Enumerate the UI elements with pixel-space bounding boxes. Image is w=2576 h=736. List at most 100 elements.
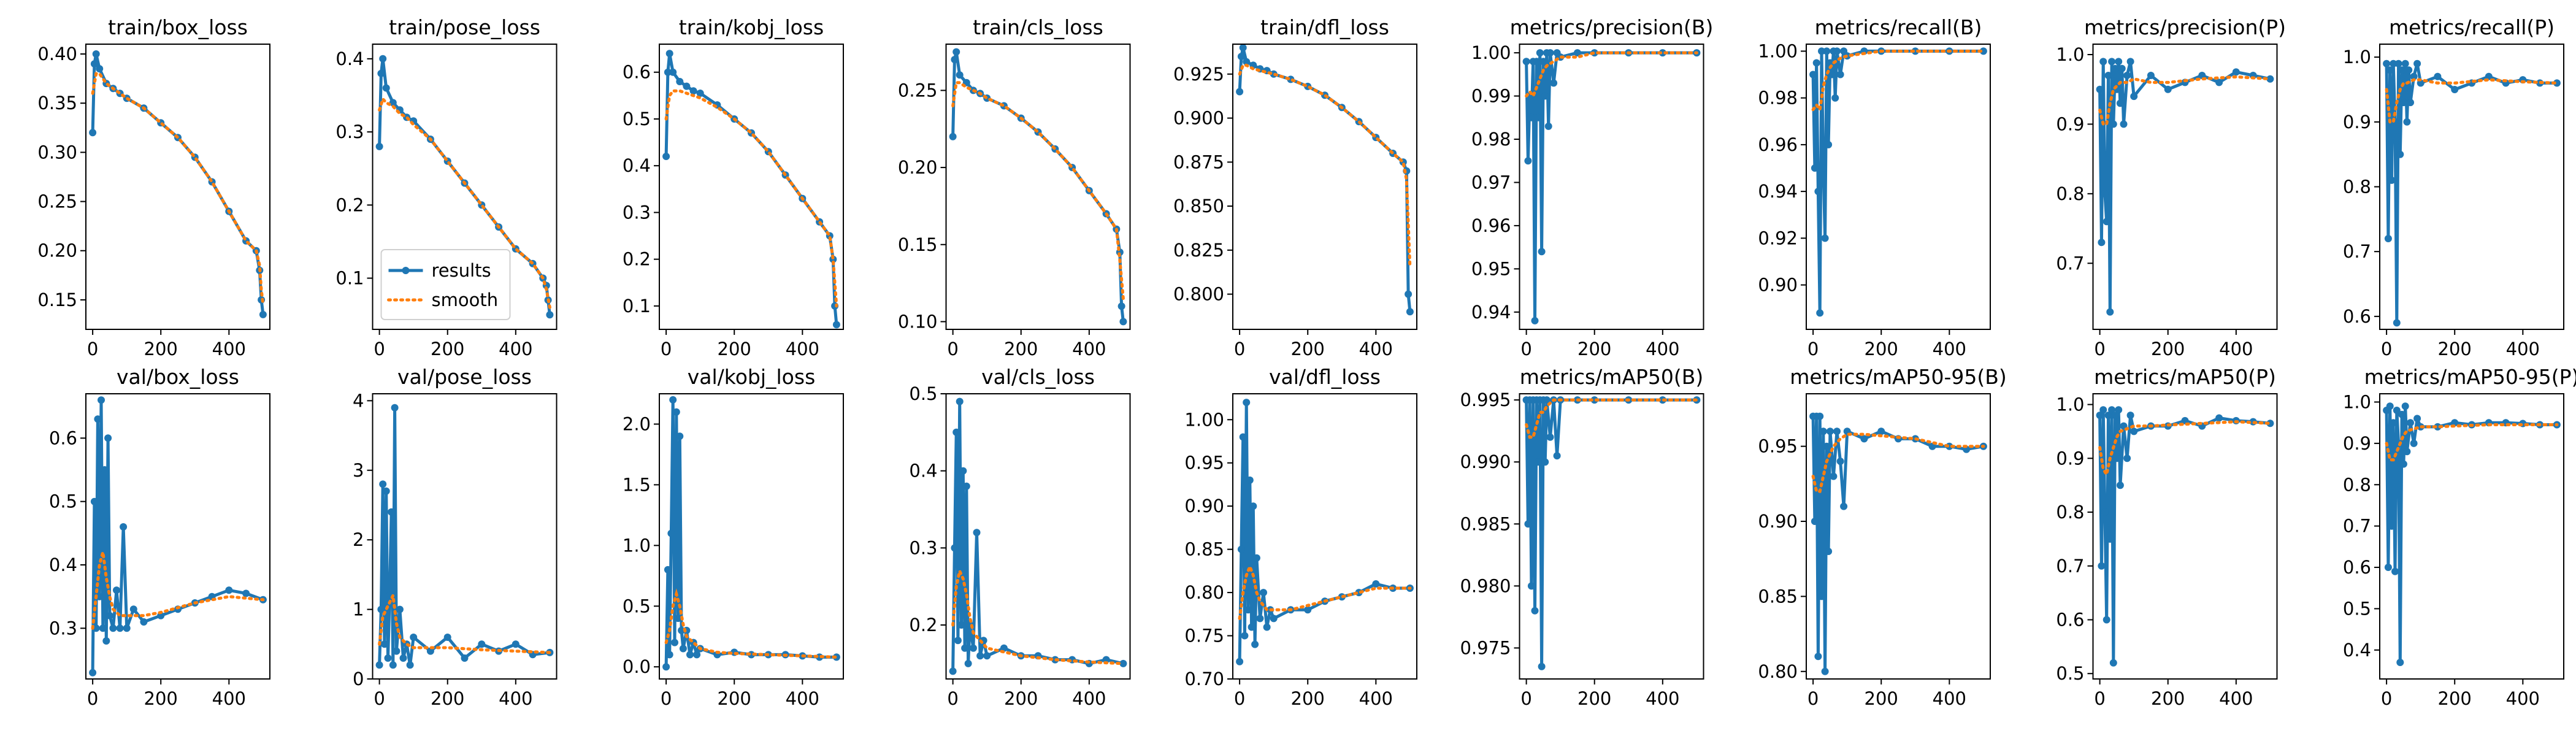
legend-box [380, 249, 511, 320]
chart-panel-metrics-map50-p: metrics/mAP50(P) 0 200 400 0.5 0.6 0.7 0.8 0.9 1.… [2056, 365, 2278, 709]
chart-title: train/dfl_loss [1260, 15, 1389, 39]
data-point-results [2098, 562, 2106, 570]
data-point-results [2096, 85, 2104, 93]
y-tick-label: 1.0 [2056, 394, 2084, 415]
data-point-results [98, 396, 105, 404]
y-tick-label: 0 [353, 669, 364, 689]
y-tick-label: 0.75 [1184, 626, 1224, 646]
data-point-results [1237, 545, 1245, 553]
data-point-results [1522, 58, 1530, 66]
chart-title: metrics/recall(P) [2389, 15, 2555, 39]
data-point-results [92, 50, 100, 58]
data-point-results [2553, 79, 2561, 87]
x-tick-label: 0 [374, 688, 385, 709]
x-tick-label: 0 [87, 339, 98, 359]
y-tick-label: 0.20 [898, 157, 938, 178]
data-point-results [2390, 419, 2398, 427]
chart-panel-train-pose-loss: train/pose_loss 0 200 400 0.1 0.2 0.3 0.4 result… [335, 15, 558, 359]
plot-area [2383, 59, 2561, 327]
series-line-smooth [91, 72, 265, 307]
data-point-results [2116, 99, 2124, 107]
x-tick-label: 0 [374, 339, 385, 359]
y-tick-label: 0.6 [623, 62, 651, 83]
data-point-results [1836, 71, 1844, 79]
y-tick-label: 0.925 [1173, 64, 1224, 85]
data-point-results [669, 396, 677, 404]
plot-area [949, 48, 1127, 326]
data-point-results [689, 87, 697, 95]
legend-marker-results [402, 267, 410, 274]
y-tick-label: 0.3 [909, 537, 937, 558]
y-tick-label: 0.980 [1460, 575, 1511, 596]
x-tick-label: 200 [1865, 339, 1898, 359]
data-point-results [832, 321, 840, 329]
data-point-results [671, 638, 678, 646]
data-point-results [1809, 71, 1817, 79]
data-point-results [1877, 427, 1885, 435]
y-tick-label: 0.96 [1758, 134, 1798, 155]
chart-panel-train-cls-loss: train/cls_loss 0 200 400 0.10 0.15 0.20 0.25 [898, 15, 1131, 359]
data-point-results [2396, 150, 2404, 158]
data-point-results [686, 651, 694, 659]
data-point-results [949, 132, 957, 140]
y-tick-label: 0.6 [49, 427, 77, 448]
data-point-results [1263, 623, 1271, 631]
x-tick-label: 0 [661, 688, 672, 709]
data-point-results [1823, 47, 1831, 55]
x-tick-label: 400 [2506, 688, 2540, 709]
x-tick-label: 400 [499, 688, 532, 709]
data-point-results [1244, 606, 1252, 614]
axes-frame [372, 393, 558, 680]
data-point-results [665, 50, 673, 58]
data-point-results [2123, 72, 2131, 79]
data-point-results [956, 397, 964, 405]
y-tick-label: 1.00 [1471, 42, 1511, 63]
x-tick-label: 0 [2094, 339, 2105, 359]
series-line-smooth [378, 590, 551, 654]
y-tick-label: 0.20 [37, 240, 77, 261]
data-point-results [2099, 58, 2107, 66]
y-tick-label: 0.95 [1758, 436, 1798, 457]
data-point-results [1243, 58, 1251, 66]
data-point-results [382, 487, 390, 495]
data-point-results [1833, 427, 1841, 435]
axes-frame [659, 44, 844, 330]
data-point-results [1252, 554, 1260, 562]
axes-frame [2092, 393, 2278, 680]
data-point-results [1825, 548, 1833, 555]
y-tick-label: 0.70 [1184, 669, 1224, 689]
data-point-results [96, 592, 104, 600]
plot-area [1809, 412, 1987, 675]
y-tick-label: 0.98 [1471, 129, 1511, 150]
data-point-results [1237, 53, 1245, 61]
data-point-results [2126, 58, 2134, 66]
data-point-results [2413, 59, 2421, 67]
plot-area [1236, 44, 1414, 316]
data-point-results [662, 153, 670, 160]
data-point-results [1239, 433, 1247, 441]
data-point-results [1248, 623, 1255, 631]
y-tick-label: 0.5 [2343, 598, 2371, 619]
series-line-smooth [2385, 423, 2559, 462]
y-tick-label: 0.3 [49, 618, 77, 638]
data-point-results [951, 544, 959, 552]
data-point-results [380, 640, 388, 648]
y-tick-label: 0.97 [1471, 172, 1511, 193]
data-point-results [1546, 49, 1554, 57]
y-tick-label: 0.6 [2343, 306, 2371, 327]
series-line-smooth [1811, 49, 1985, 114]
x-tick-label: 400 [1646, 339, 1679, 359]
data-point-results [2401, 402, 2409, 410]
data-point-results [1819, 427, 1827, 435]
y-tick-label: 0.90 [1184, 496, 1224, 516]
data-point-results [2451, 86, 2459, 93]
y-tick-label: 0.4 [623, 155, 651, 176]
y-tick-label: 0.875 [1173, 151, 1224, 172]
y-tick-label: 0.5 [623, 596, 651, 616]
legend-label-smooth: smooth [432, 289, 499, 310]
y-tick-label: 0.995 [1460, 389, 1511, 410]
data-point-results [1236, 657, 1244, 665]
data-point-results [406, 661, 414, 669]
x-tick-label: 400 [2219, 339, 2253, 359]
